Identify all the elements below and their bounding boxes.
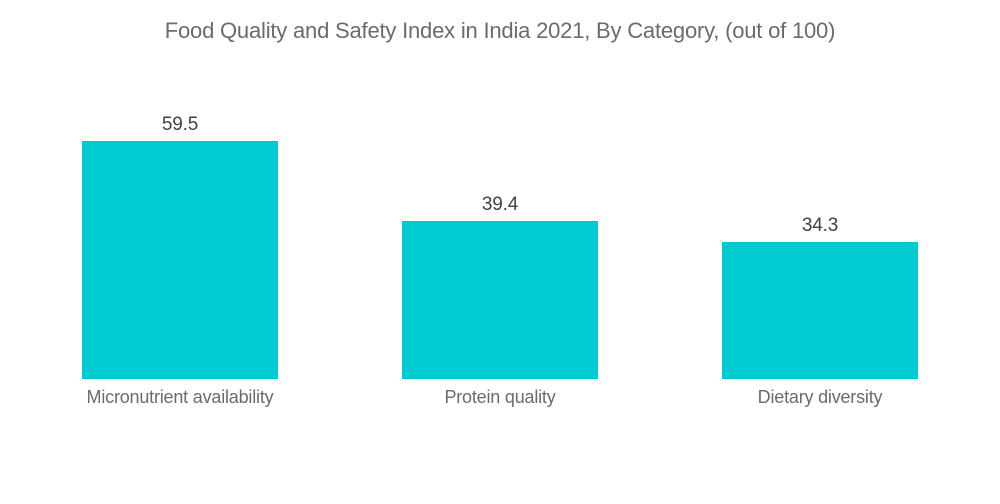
bar-group-dietary-diversity: 34.3 Dietary diversity [660, 0, 980, 406]
bar-chart: 59.5 Micronutrient availability 39.4 Pro… [20, 0, 980, 406]
category-label-dietary-diversity: Dietary diversity [757, 387, 883, 407]
value-label-dietary-diversity: 34.3 [801, 214, 839, 236]
bar-stack: 59.5 [82, 0, 278, 379]
bar-group-micronutrient-availability: 59.5 Micronutrient availability [20, 0, 340, 406]
bar-group-protein-quality: 39.4 Protein quality [340, 0, 660, 406]
bar-dietary-diversity [722, 241, 918, 379]
category-label-protein-quality: Protein quality [444, 387, 556, 407]
value-label-protein-quality: 39.4 [481, 194, 519, 216]
bar-micronutrient-availability [82, 141, 278, 379]
bar-stack: 34.3 [722, 0, 918, 379]
chart-title: Food Quality and Safety Index in India 2… [164, 18, 836, 43]
category-label-micronutrient-availability: Micronutrient availability [86, 387, 274, 407]
bar-protein-quality [402, 221, 598, 379]
bar-stack: 39.4 [402, 0, 598, 379]
value-label-micronutrient-availability: 59.5 [161, 114, 199, 135]
